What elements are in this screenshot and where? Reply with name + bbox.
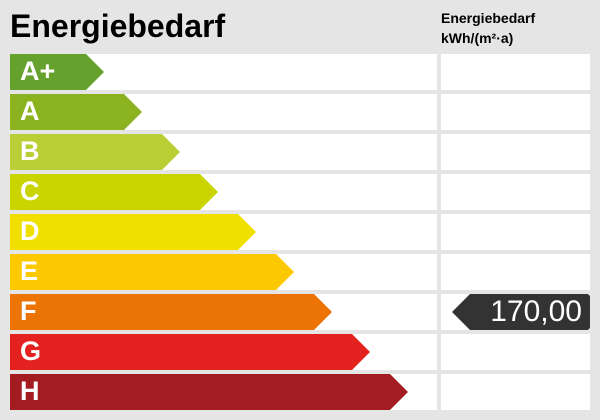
class-label: B: [20, 136, 40, 166]
class-label: F: [20, 296, 37, 326]
class-label: G: [20, 336, 42, 366]
scale-row: D: [10, 214, 437, 250]
page-title: Energiebedarf: [10, 8, 226, 44]
scale-row: C: [10, 174, 437, 210]
value-cell: [441, 54, 590, 90]
class-label: A: [20, 96, 40, 126]
class-label: C: [20, 176, 40, 206]
scale-row: G: [10, 334, 437, 370]
scale-row: H: [10, 374, 437, 410]
class-bar-F: F: [10, 294, 332, 330]
class-label: H: [20, 376, 40, 406]
class-label: A+: [20, 56, 56, 86]
class-bar-A: A: [10, 94, 142, 130]
value-cell: [441, 94, 590, 130]
class-bar-G: G: [10, 334, 370, 370]
scale-row: A+: [10, 54, 437, 90]
value-cell: [441, 214, 590, 250]
class-label: E: [20, 256, 39, 286]
scale-row: A: [10, 94, 437, 130]
scale-row: E: [10, 254, 437, 290]
value-cell: [441, 254, 590, 290]
class-bar-C: C: [10, 174, 218, 210]
value-label: 170,00: [490, 295, 582, 328]
column-title: Energiebedarf kWh/(m²·a): [441, 8, 535, 48]
class-bar-A+: A+: [10, 54, 104, 90]
class-bar-D: D: [10, 214, 256, 250]
class-label: D: [20, 216, 40, 246]
value-cell: [441, 334, 590, 370]
column-title-unit: kWh/(m²·a): [441, 30, 514, 46]
column-title-line1: Energiebedarf: [441, 10, 536, 26]
scale-row: F: [10, 294, 437, 330]
class-bar-H: H: [10, 374, 408, 410]
class-bar-E: E: [10, 254, 294, 290]
value-cell: [441, 174, 590, 210]
value-cell: [441, 134, 590, 170]
value-badge: 170,00: [452, 294, 590, 330]
scale-row: B: [10, 134, 437, 170]
value-cell: [441, 374, 590, 410]
class-bar-B: B: [10, 134, 180, 170]
